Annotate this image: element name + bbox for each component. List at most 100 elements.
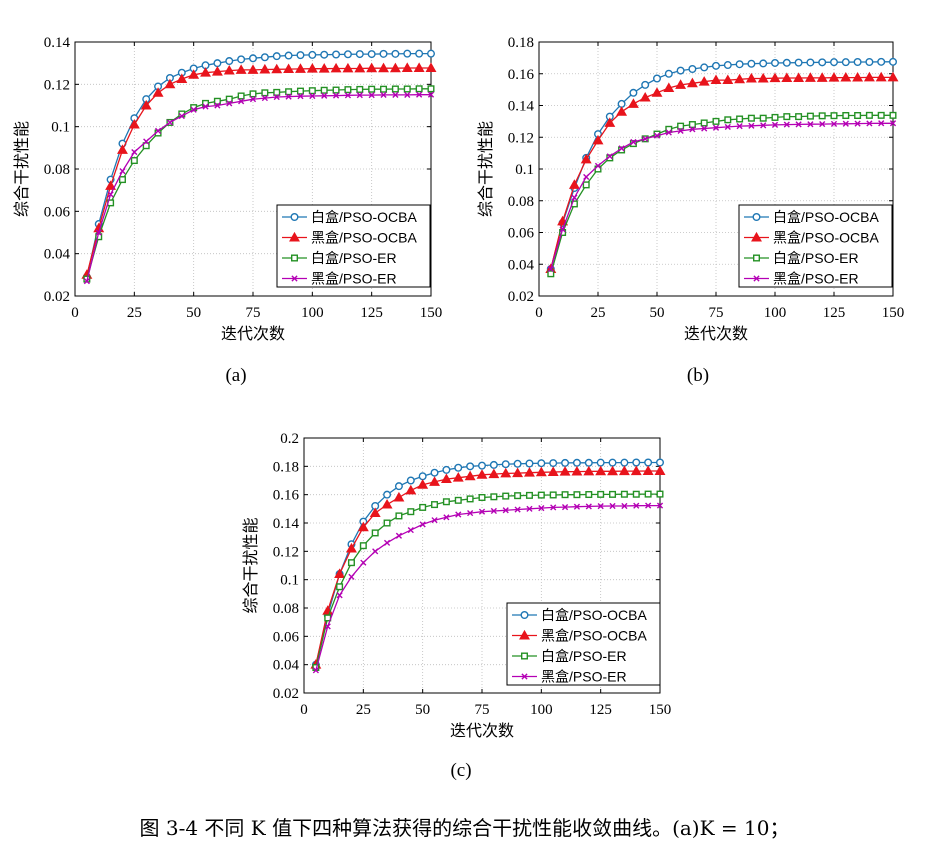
data-point xyxy=(654,465,666,475)
data-point xyxy=(582,181,590,189)
data-point xyxy=(429,476,440,486)
legend-marker xyxy=(753,275,760,282)
data-point xyxy=(454,463,463,472)
data-point xyxy=(818,112,826,120)
data-point xyxy=(404,91,411,99)
data-point xyxy=(535,466,547,477)
data-point xyxy=(321,92,328,99)
y-tick-label: 0.12 xyxy=(273,544,299,560)
data-point xyxy=(852,71,864,82)
data-point xyxy=(759,114,767,122)
data-point xyxy=(663,82,675,92)
data-point xyxy=(712,61,721,70)
data-point xyxy=(332,86,340,94)
data-point xyxy=(260,53,269,62)
data-point xyxy=(747,114,755,122)
data-point xyxy=(724,123,731,131)
data-point xyxy=(781,72,793,82)
data-point xyxy=(795,121,802,128)
data-point xyxy=(403,85,411,93)
y-tick-label: 0.2 xyxy=(280,431,299,447)
data-point xyxy=(757,72,769,83)
data-point xyxy=(806,112,814,120)
data-point xyxy=(712,117,720,125)
data-point xyxy=(618,145,625,152)
data-point xyxy=(818,58,827,67)
data-point xyxy=(745,72,757,83)
y-axis-label: 综合干扰性能 xyxy=(241,517,260,613)
data-point xyxy=(118,176,126,184)
x-axis-label: 迭代次数 xyxy=(450,721,514,740)
data-point xyxy=(795,113,803,121)
data-point xyxy=(665,129,672,136)
data-point xyxy=(595,465,607,476)
data-point xyxy=(395,512,403,520)
data-point xyxy=(500,467,512,478)
data-point xyxy=(415,85,423,93)
data-point xyxy=(381,498,393,509)
data-point xyxy=(467,509,474,517)
x-tick-label: 25 xyxy=(591,305,606,321)
data-point xyxy=(514,506,521,513)
data-point xyxy=(606,153,613,160)
series-0 xyxy=(311,458,665,669)
data-point xyxy=(454,496,462,504)
data-point xyxy=(247,64,259,74)
data-point xyxy=(865,58,874,67)
data-point xyxy=(419,503,427,511)
data-point xyxy=(571,194,578,201)
y-tick-label: 0.04 xyxy=(508,257,535,273)
data-point xyxy=(865,111,873,119)
data-point xyxy=(347,559,355,567)
data-point xyxy=(736,115,744,123)
data-point xyxy=(261,89,269,97)
y-tick-label: 0.16 xyxy=(273,488,300,504)
data-point xyxy=(130,157,138,165)
data-point xyxy=(642,465,654,475)
data-point xyxy=(188,69,200,79)
x-tick-label: 0 xyxy=(300,702,308,718)
data-point xyxy=(117,144,128,154)
data-point xyxy=(223,64,235,75)
data-point xyxy=(380,85,388,93)
data-point xyxy=(502,507,509,514)
data-point xyxy=(525,491,533,499)
data-point xyxy=(653,74,662,83)
data-point xyxy=(296,87,304,95)
legend-label: 黑盒/PSO-ER xyxy=(541,669,627,685)
x-tick-label: 0 xyxy=(71,305,79,321)
data-point xyxy=(431,501,439,509)
data-point xyxy=(525,459,534,468)
data-point xyxy=(633,502,640,509)
data-point xyxy=(722,74,734,85)
data-point xyxy=(524,467,535,477)
data-point xyxy=(359,542,367,550)
data-point xyxy=(367,50,376,59)
data-point xyxy=(131,148,138,156)
y-tick-label: 0.14 xyxy=(273,516,300,532)
data-point xyxy=(747,59,756,68)
data-point xyxy=(842,112,850,120)
legend-box xyxy=(276,204,431,288)
x-tick-label: 0 xyxy=(535,305,543,321)
data-point xyxy=(644,458,653,467)
data-point xyxy=(807,121,814,128)
data-point xyxy=(238,98,245,105)
data-point xyxy=(645,502,652,509)
data-point xyxy=(572,458,581,467)
data-point xyxy=(769,72,781,83)
data-point xyxy=(585,503,592,510)
data-point xyxy=(324,623,331,630)
data-point xyxy=(343,50,352,59)
subfigure-label: (a) xyxy=(225,365,246,386)
x-tick-label: 100 xyxy=(301,305,324,321)
data-point xyxy=(502,492,510,500)
data-point xyxy=(368,85,376,93)
data-point xyxy=(547,270,555,278)
data-point xyxy=(689,126,696,133)
data-point xyxy=(455,511,462,518)
legend-label: 白盒/PSO-OCBA xyxy=(311,209,417,225)
data-point xyxy=(609,490,617,498)
data-point xyxy=(863,71,875,82)
data-point xyxy=(549,459,558,468)
